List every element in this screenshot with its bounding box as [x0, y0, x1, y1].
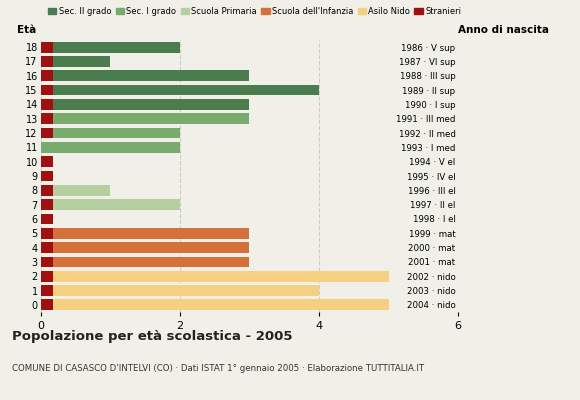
Bar [41, 185, 53, 196]
Bar [41, 42, 180, 52]
Bar [41, 199, 180, 210]
Bar [41, 42, 53, 52]
Bar [41, 271, 389, 282]
Text: Età: Età [17, 24, 37, 34]
Legend: Sec. II grado, Sec. I grado, Scuola Primaria, Scuola dell'Infanzia, Asilo Nido, : Sec. II grado, Sec. I grado, Scuola Prim… [45, 4, 465, 20]
Text: Anno di nascita: Anno di nascita [458, 24, 549, 34]
Bar [41, 113, 53, 124]
Bar [41, 56, 110, 67]
Bar [41, 228, 53, 239]
Bar [41, 285, 53, 296]
Bar [41, 128, 180, 138]
Bar [41, 185, 110, 196]
Bar [41, 214, 53, 224]
Bar [41, 142, 180, 153]
Bar [41, 256, 53, 267]
Bar [41, 70, 249, 81]
Bar [41, 199, 53, 210]
Bar [41, 85, 319, 96]
Bar [41, 271, 53, 282]
Bar [41, 99, 249, 110]
Text: Popolazione per età scolastica - 2005: Popolazione per età scolastica - 2005 [12, 330, 292, 343]
Bar [41, 228, 249, 239]
Bar [41, 56, 53, 67]
Bar [41, 99, 53, 110]
Bar [41, 300, 53, 310]
Bar [41, 256, 249, 267]
Bar [41, 113, 249, 124]
Bar [41, 70, 53, 81]
Bar [41, 171, 53, 181]
Bar [41, 128, 53, 138]
Bar [41, 242, 53, 253]
Bar [41, 285, 319, 296]
Bar [41, 85, 53, 96]
Bar [41, 156, 53, 167]
Bar [41, 300, 389, 310]
Text: COMUNE DI CASASCO D'INTELVI (CO) · Dati ISTAT 1° gennaio 2005 · Elaborazione TUT: COMUNE DI CASASCO D'INTELVI (CO) · Dati … [12, 364, 424, 373]
Bar [41, 242, 249, 253]
